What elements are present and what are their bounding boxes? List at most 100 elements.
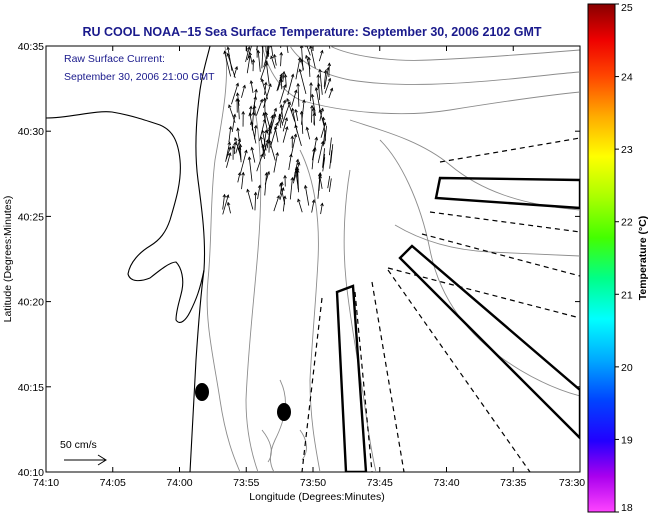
current-vector [273, 152, 279, 173]
current-vector [257, 184, 262, 200]
coastline [46, 46, 211, 472]
current-vector [318, 172, 322, 191]
x-tick-label: 73:45 [367, 477, 393, 489]
current-vector [251, 58, 256, 72]
current-vector [324, 77, 332, 94]
current-vector [247, 46, 252, 61]
current-vector [236, 127, 241, 150]
current-vector [256, 98, 264, 116]
current-vector [253, 191, 258, 211]
y-axis-label: Latitude (Degrees:Minutes) [2, 196, 14, 323]
current-vector [236, 98, 241, 120]
current-vector [282, 101, 291, 124]
surface-current-vectors [222, 46, 334, 215]
x-axis-label: Longitude (Degrees:Minutes) [249, 491, 384, 503]
current-vector [291, 89, 298, 107]
current-vector [316, 73, 321, 89]
current-vector [283, 174, 287, 187]
current-vector [226, 201, 231, 214]
current-vector [309, 46, 316, 69]
current-vector [260, 78, 268, 100]
sampling-boxes [335, 176, 580, 472]
current-vector [228, 104, 236, 123]
current-vector [283, 73, 288, 87]
current-vector [263, 139, 269, 152]
current-vector [278, 113, 284, 126]
current-vector [279, 104, 284, 120]
current-vector [237, 171, 242, 183]
current-vector [231, 82, 240, 105]
current-vector [233, 65, 239, 77]
scale-arrow [64, 454, 107, 466]
current-vector [265, 46, 267, 53]
bathymetry-contours [206, 46, 580, 472]
current-vector [322, 130, 326, 147]
current-vector [294, 108, 299, 121]
x-tick-label: 74:10 [33, 477, 59, 489]
colorbar-tick-label: 19 [621, 434, 633, 446]
current-vector [277, 115, 282, 129]
station-marker [195, 383, 209, 401]
current-vector [289, 176, 295, 200]
current-vector [292, 161, 301, 184]
current-vector [310, 104, 314, 123]
current-vector [329, 150, 333, 169]
current-vector [320, 202, 324, 215]
current-vector [240, 149, 248, 173]
current-vector [248, 51, 253, 65]
current-vector [262, 129, 268, 156]
y-tick-label: 40:35 [18, 41, 44, 53]
current-vector [282, 70, 286, 83]
current-vector [297, 198, 303, 213]
current-vector [328, 178, 332, 192]
current-vector [273, 53, 277, 66]
current-vector [294, 166, 299, 180]
current-vector [324, 66, 330, 89]
current-vector [320, 121, 327, 138]
current-vector [263, 50, 270, 68]
colorbar-tick-label: 25 [621, 2, 633, 14]
current-vector [318, 68, 323, 95]
current-vector [322, 157, 326, 172]
current-vector [280, 46, 282, 49]
current-vector [324, 125, 327, 145]
current-vector [262, 112, 269, 135]
current-vector [226, 152, 232, 168]
x-tick-label: 73:40 [433, 477, 459, 489]
current-vector [327, 175, 331, 189]
current-vector [222, 194, 230, 215]
current-vector [273, 126, 279, 143]
current-vector [314, 86, 321, 113]
current-vector [294, 124, 302, 146]
current-vector [279, 181, 284, 195]
current-vector [231, 113, 237, 133]
current-vector [287, 73, 295, 96]
current-vector [234, 136, 241, 156]
y-tick-label: 40:20 [18, 297, 44, 309]
current-vector [279, 187, 285, 201]
current-vector [323, 69, 328, 87]
current-vector [329, 46, 331, 49]
current-vector [269, 121, 279, 148]
current-vector [267, 127, 272, 153]
current-vector [273, 194, 280, 212]
current-vector [328, 87, 334, 99]
station-marker [277, 403, 291, 421]
current-vector [246, 188, 254, 210]
inset-line-2: September 30, 2006 21:00 GMT [64, 71, 215, 83]
current-vector [305, 126, 311, 140]
current-vector [299, 46, 304, 71]
current-vector [261, 143, 266, 156]
y-axis-ticks: 40:35 40:30 40:25 40:20 40:15 40:10 [18, 41, 580, 479]
current-vector [250, 146, 256, 163]
current-vector [256, 49, 261, 72]
current-vector [282, 117, 288, 132]
current-vector [245, 46, 251, 62]
current-vector [241, 110, 245, 127]
x-tick-label: 73:30 [559, 477, 585, 489]
current-vector [322, 148, 325, 168]
current-vector [312, 146, 317, 160]
current-vector [270, 114, 275, 128]
colorbar-tick-label: 21 [621, 289, 633, 301]
